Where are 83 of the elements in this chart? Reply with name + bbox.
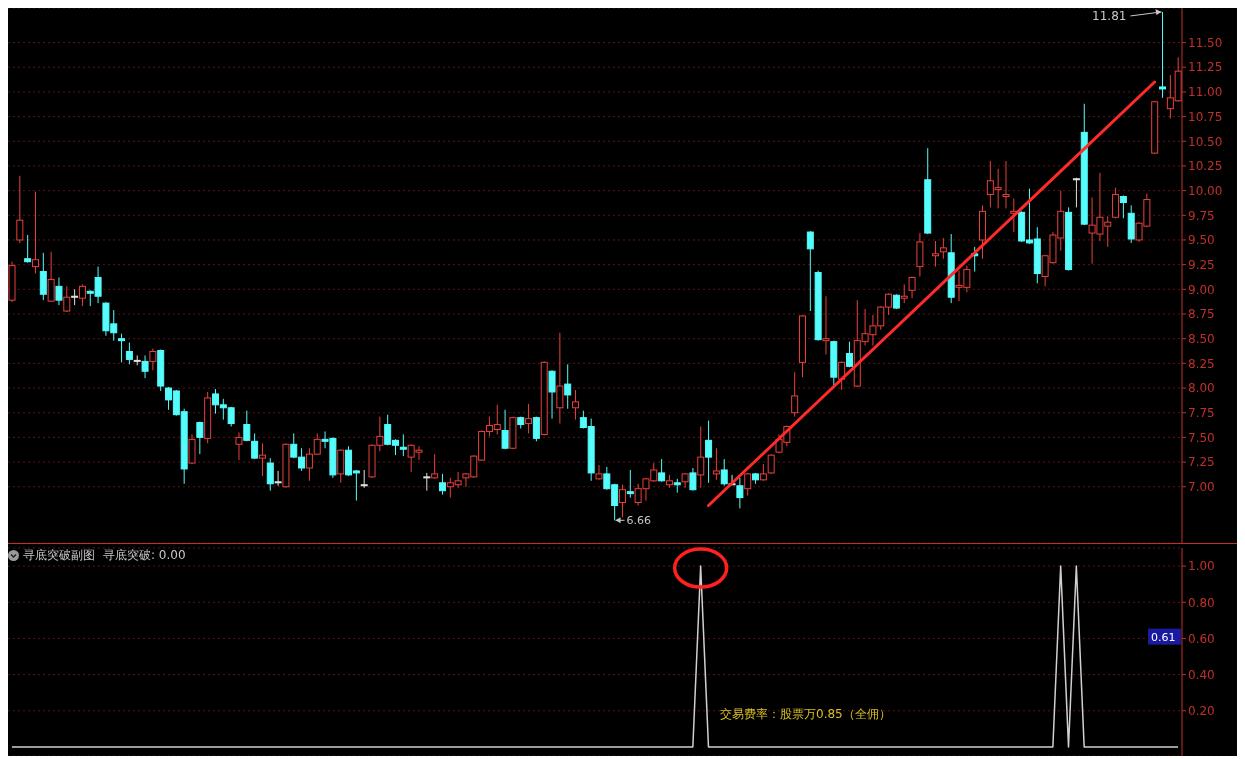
y-tick-label: 0.60 [1188,631,1215,646]
y-tick-label: 8.75 [1188,307,1215,322]
candlestick [31,191,39,275]
candlestick [188,433,196,465]
y-tick-label: 10.00 [1188,183,1223,198]
candlestick [243,410,251,442]
candlestick [196,421,204,455]
y-tick-label: 8.00 [1188,381,1215,396]
candlestick [55,276,63,306]
annotation: 交易费率：股票万0.85（全佣） [720,706,891,723]
y-tick-label: 7.00 [1188,480,1215,494]
annotation: 0.61 [1151,630,1176,644]
candlestick [258,442,266,477]
candlestick [63,285,71,313]
candlestick [720,458,728,487]
candlestick [548,369,556,420]
annotation: 6.66 [626,514,652,528]
candlestick [564,363,572,410]
y-tick-label: 1.00 [1188,559,1215,574]
candlestick [626,469,634,499]
candlestick [1002,160,1010,209]
candlestick [337,448,345,484]
candlestick [149,348,157,371]
y-tick-label: 7.25 [1188,455,1215,470]
y-tick-label: 9.25 [1188,257,1215,272]
candlestick [39,252,47,301]
y-tick-label: 10.50 [1188,134,1223,149]
candlestick [125,342,133,365]
y-tick-label: 9.50 [1188,233,1215,248]
candlestick [822,295,830,355]
candlestick [689,467,697,492]
candlestick [932,240,940,268]
candlestick [141,354,149,379]
y-tick-label: 10.75 [1188,109,1223,124]
y-tick-label: 10.25 [1188,159,1223,174]
candlestick [1112,187,1120,219]
candlestick [1159,11,1167,99]
y-tick-label: 8.25 [1188,356,1215,371]
candlestick [274,470,282,487]
candlestick [556,332,564,425]
candlestick [438,473,446,496]
candlestick [900,283,908,304]
candlestick [697,426,705,489]
candlestick [712,447,720,481]
y-tick-label: 9.75 [1188,208,1215,223]
candlestick [939,237,947,260]
candlestick [399,433,407,457]
chart-subtitle: 寻底突破: 0.00 [103,547,186,564]
candlestick [24,234,32,264]
candlestick [806,230,814,312]
y-tick-label: 11.25 [1188,60,1223,75]
annotation: 11.81 [1092,8,1127,23]
candlestick [16,175,24,244]
candlestick [658,458,666,483]
y-tick-label: 7.75 [1188,405,1215,420]
y-tick-label: 7.50 [1188,430,1215,445]
candlestick [572,389,580,421]
chart-title: 寻底突破副图 [23,547,95,564]
candlestick [118,333,126,363]
y-tick-label: 8.50 [1188,331,1215,346]
y-tick-label: 0.80 [1188,595,1215,610]
candlestick [845,341,853,368]
y-tick-label: 11.50 [1188,35,1223,50]
candlestick [705,420,713,484]
y-tick-label: 11.00 [1188,85,1223,100]
candlestick [47,251,55,303]
candlestick [431,453,439,480]
candlestick [595,464,603,481]
candlestick [235,431,243,461]
candlestick [1072,177,1080,208]
candlestick [618,484,626,518]
candlestick [736,477,744,509]
candlestick [78,283,86,307]
candlestick [791,371,799,418]
candlestick [266,457,274,492]
candlestick [251,432,259,460]
candlestick [525,403,533,434]
candlestick [532,416,540,442]
y-tick-label: 0.20 [1188,704,1215,719]
y-tick-label: 0.40 [1188,667,1215,682]
candlestick [908,275,916,299]
y-tick-label: 9.00 [1188,282,1215,297]
candlestick [501,409,509,450]
